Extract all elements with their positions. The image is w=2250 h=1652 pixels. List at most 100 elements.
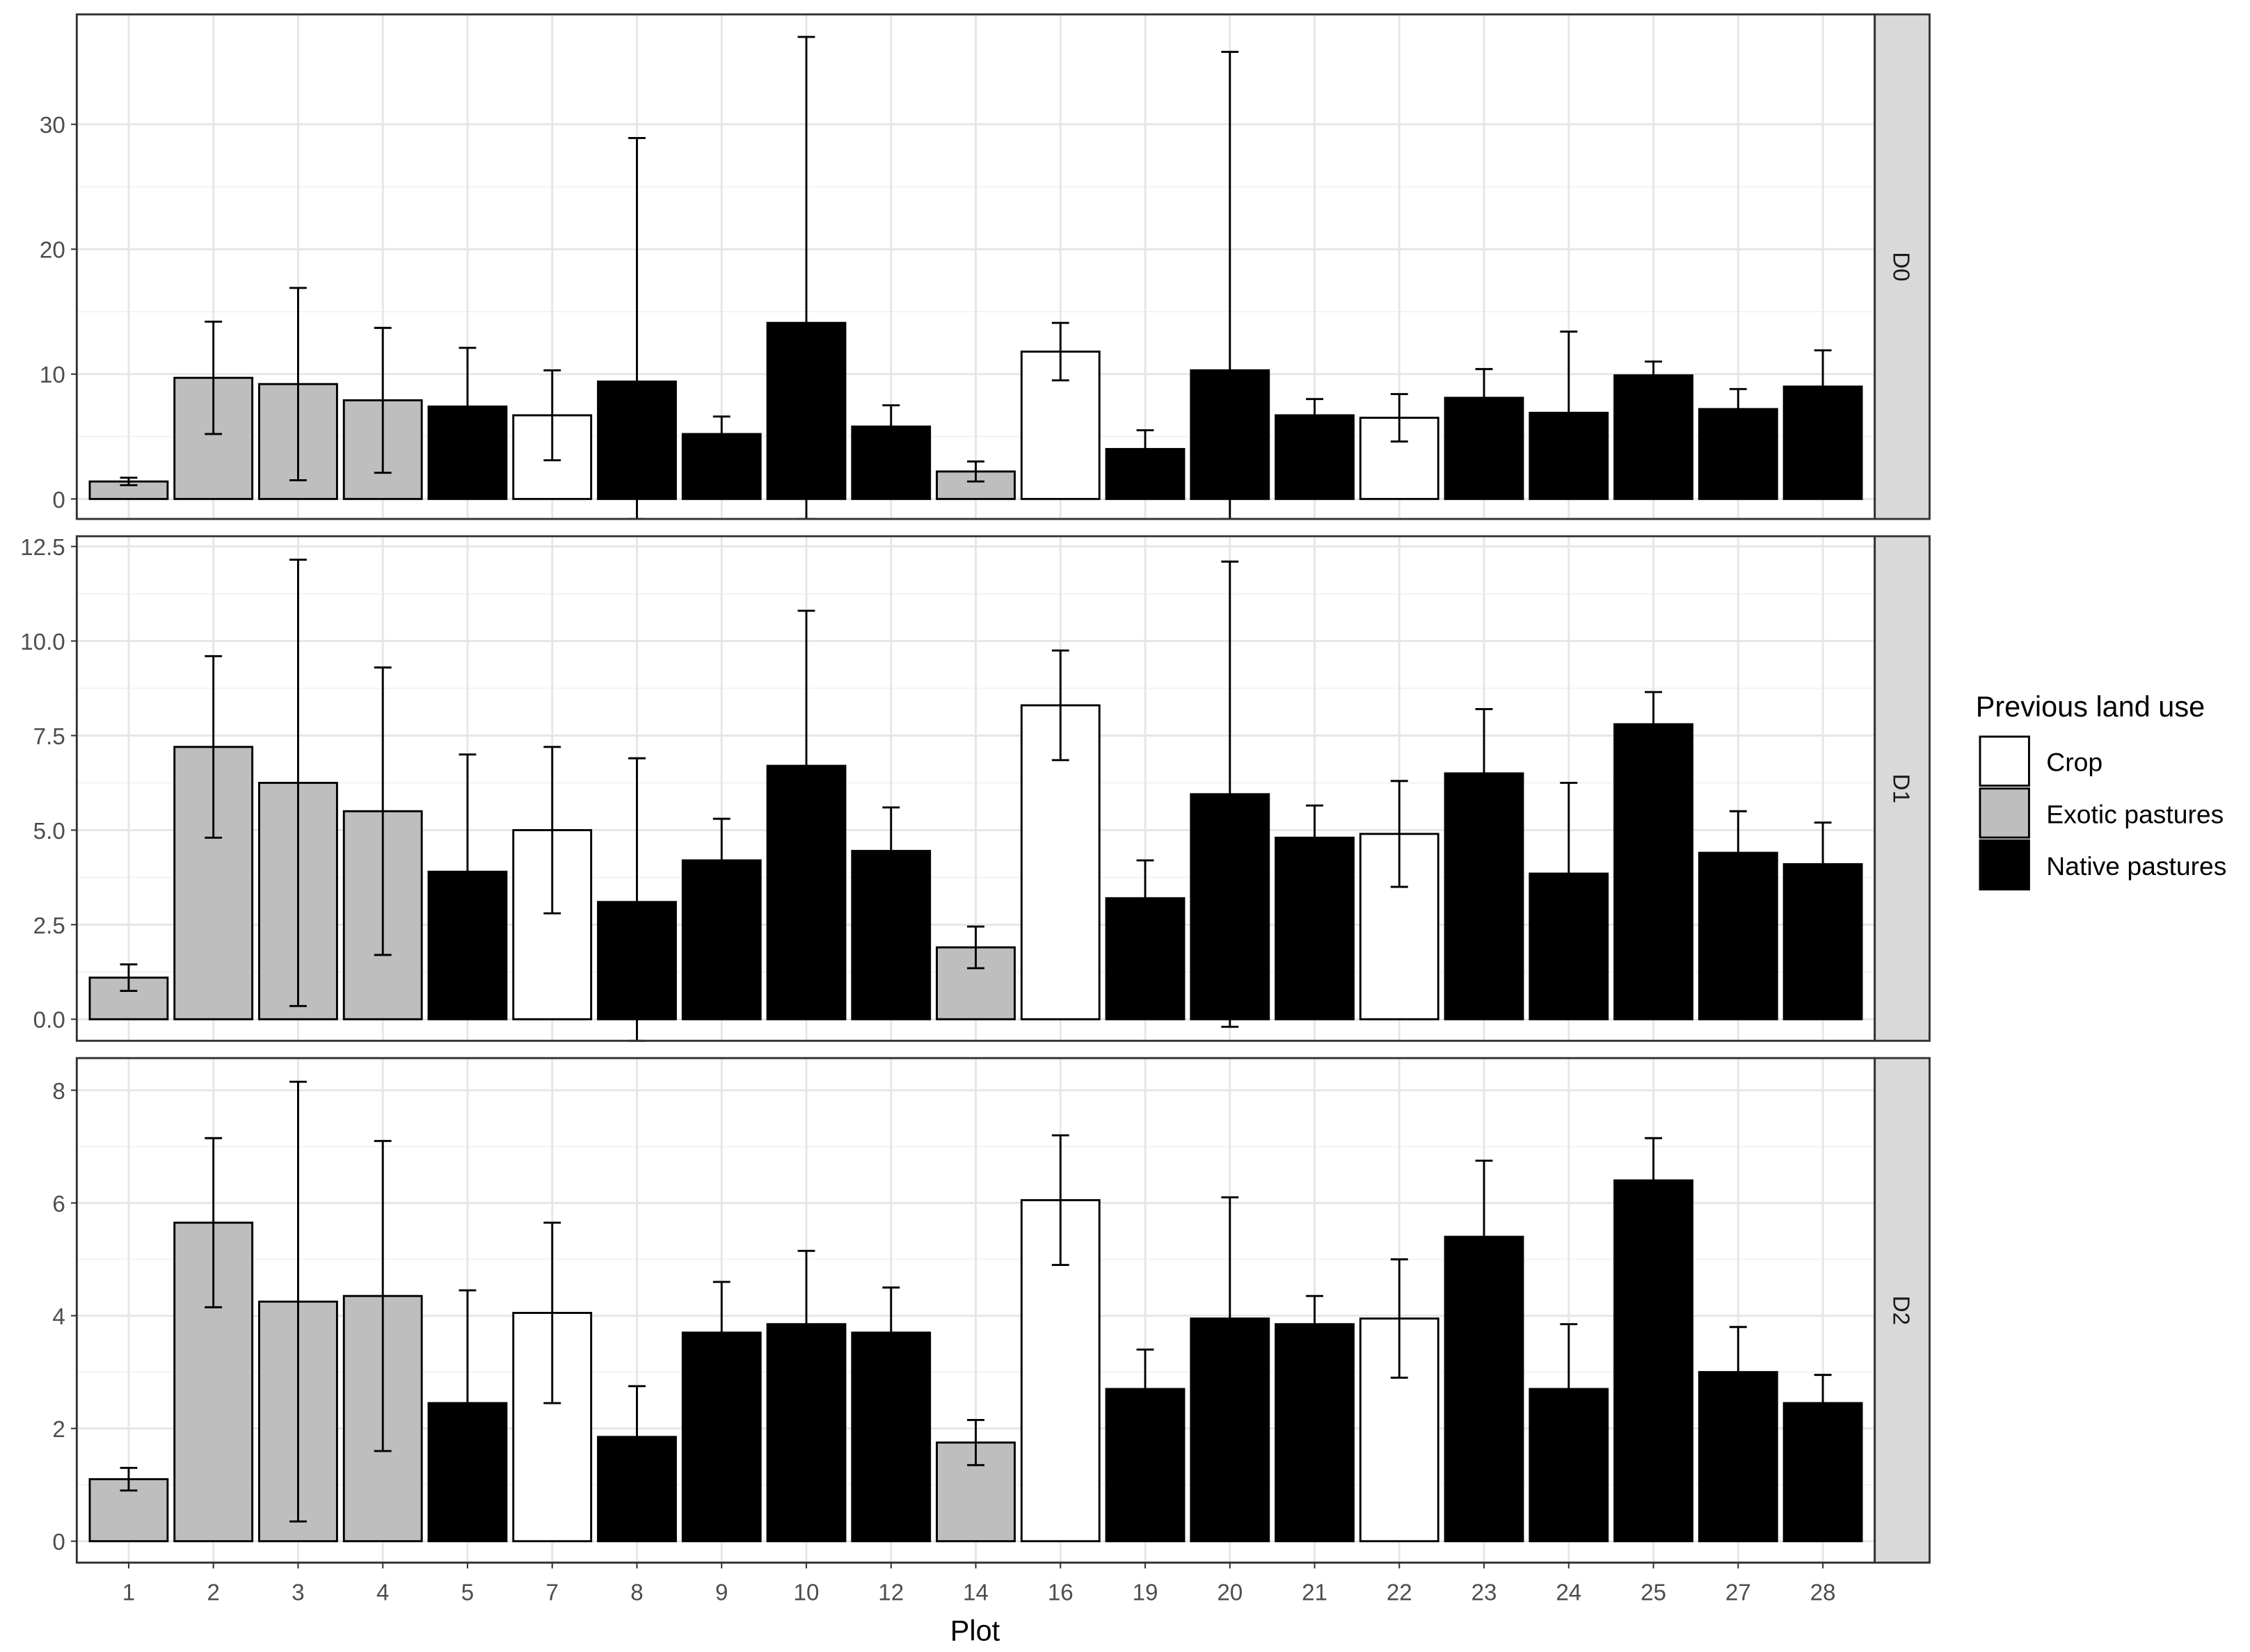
error-bar-D2-plot-7 — [543, 1221, 561, 1404]
y-tick-label: 2 — [52, 1417, 65, 1443]
error-bar-D0-plot-3 — [289, 287, 307, 481]
error-bar-D2-plot-16 — [1051, 1134, 1069, 1267]
legend-key — [1979, 735, 2030, 787]
facet-strip — [1874, 13, 1931, 520]
error-bar-D2-plot-27 — [1729, 1326, 1747, 1418]
bar-D2-plot-9 — [681, 1331, 762, 1543]
error-bar-D1-plot-23 — [1475, 707, 1493, 839]
error-bar-D0-plot-25 — [1645, 360, 1662, 390]
error-bar-D2-plot-8 — [628, 1385, 646, 1489]
error-bar-D2-plot-22 — [1390, 1258, 1408, 1379]
error-bar-D0-plot-24 — [1560, 330, 1578, 495]
error-bar-D2-plot-28 — [1814, 1374, 1832, 1433]
error-bar-D1-plot-1 — [120, 963, 138, 992]
error-bar-D2-plot-14 — [967, 1419, 984, 1466]
error-bar-D0-plot-14 — [967, 460, 984, 483]
error-bar-D1-plot-19 — [1136, 859, 1154, 938]
y-tick-label: 20 — [40, 238, 65, 264]
error-bar-D2-plot-21 — [1306, 1294, 1323, 1354]
error-bar-D0-plot-19 — [1136, 429, 1154, 469]
x-tick-label: 3 — [292, 1580, 304, 1605]
bar-D2-plot-10 — [766, 1323, 847, 1543]
error-bar-D1-plot-5 — [458, 753, 477, 991]
y-tick-label: 0 — [52, 488, 65, 513]
y-tick-label: 30 — [40, 113, 65, 138]
legend-label: Exotic pastures — [2046, 799, 2224, 828]
error-bar-D2-plot-1 — [120, 1466, 138, 1492]
y-tick-label: 4 — [52, 1304, 65, 1330]
bar-D2-plot-25 — [1613, 1179, 1693, 1543]
y-tick-label: 6 — [52, 1192, 65, 1217]
error-bar-D0-plot-5 — [458, 346, 477, 467]
bar-D2-plot-23 — [1444, 1235, 1524, 1543]
error-bar-D0-plot-7 — [543, 369, 561, 462]
error-bar-D0-plot-4 — [374, 326, 392, 474]
error-bar-D0-plot-12 — [882, 404, 900, 449]
x-tick-label: 28 — [1810, 1580, 1836, 1605]
legend: Previous land use Crop Exotic pastures Nat… — [1976, 690, 2226, 891]
y-tick-label: 5.0 — [33, 819, 65, 844]
error-bar-D2-plot-23 — [1475, 1160, 1493, 1314]
x-tick-label: 19 — [1133, 1580, 1158, 1605]
x-tick-label: 2 — [207, 1580, 219, 1605]
error-bar-D0-plot-27 — [1729, 387, 1747, 431]
legend-key — [1979, 787, 2030, 839]
x-tick-label: 21 — [1302, 1580, 1327, 1605]
y-tick-label: 8 — [52, 1079, 65, 1105]
error-bar-D0-plot-28 — [1814, 349, 1832, 424]
x-tick-label: 24 — [1556, 1580, 1581, 1605]
error-bar-D2-plot-20 — [1221, 1196, 1239, 1441]
y-tick-label: 10 — [40, 362, 65, 388]
x-tick-label: 23 — [1471, 1580, 1497, 1605]
bar-D1-plot-25 — [1613, 723, 1693, 1020]
error-bar-D1-plot-9 — [712, 817, 731, 904]
error-bar-D1-plot-22 — [1390, 780, 1408, 888]
x-tick-label: 5 — [461, 1580, 474, 1605]
error-bar-D0-plot-23 — [1475, 368, 1493, 428]
x-tick-label: 27 — [1725, 1580, 1751, 1605]
facet-strip-label: D1 — [1888, 773, 1914, 803]
error-bar-D0-plot-9 — [712, 415, 731, 453]
y-tick-label: 10.0 — [20, 629, 65, 655]
error-bar-D0-plot-21 — [1306, 398, 1323, 433]
error-bar-D1-plot-10 — [797, 609, 815, 922]
x-tick-label: 4 — [376, 1580, 389, 1605]
facet-strip — [1874, 535, 1931, 1042]
y-tick-label: 2.5 — [33, 913, 65, 939]
y-tick-label: 12.5 — [20, 535, 65, 561]
legend-label: Native pastures — [2046, 851, 2226, 881]
panel-D2: 0 2 4 6 8 D2 — [52, 1057, 1931, 1564]
error-bar-D1-plot-27 — [1729, 810, 1747, 896]
error-bar-D0-plot-16 — [1051, 321, 1069, 382]
error-bar-D1-plot-20 — [1221, 560, 1239, 1028]
legend-title: Previous land use — [1976, 690, 2205, 723]
error-bar-D0-plot-1 — [120, 476, 138, 487]
error-bar-D1-plot-16 — [1051, 649, 1069, 762]
error-bar-D1-plot-7 — [543, 746, 561, 915]
x-axis-label: Plot — [950, 1614, 1000, 1646]
y-tick-label: 7.5 — [33, 724, 65, 750]
error-bar-D2-plot-24 — [1560, 1323, 1578, 1455]
error-bar-D1-plot-21 — [1306, 804, 1323, 871]
legend-key — [1979, 839, 2030, 891]
error-bar-D1-plot-28 — [1814, 821, 1832, 907]
x-tick-label: 8 — [630, 1580, 643, 1605]
error-bar-D2-plot-9 — [712, 1281, 731, 1385]
error-bar-D2-plot-4 — [374, 1139, 392, 1452]
error-bar-D2-plot-10 — [797, 1249, 815, 1399]
facet-strip-label: D2 — [1888, 1296, 1914, 1325]
error-bar-D0-plot-2 — [205, 320, 223, 435]
y-tick-label: 0.0 — [33, 1008, 65, 1034]
x-tick-label: 22 — [1387, 1580, 1412, 1605]
bar-D2-plot-21 — [1275, 1323, 1355, 1543]
legend-label: Crop — [2046, 748, 2103, 777]
error-bar-D1-plot-12 — [882, 806, 900, 896]
bar-D1-plot-14 — [936, 946, 1016, 1020]
error-bar-D1-plot-24 — [1560, 782, 1578, 965]
error-bar-D1-plot-14 — [967, 925, 984, 970]
x-tick-label: 20 — [1217, 1580, 1243, 1605]
error-bar-D1-plot-2 — [205, 655, 223, 839]
x-tick-label: 12 — [878, 1580, 904, 1605]
x-tick-label: 25 — [1641, 1580, 1666, 1605]
